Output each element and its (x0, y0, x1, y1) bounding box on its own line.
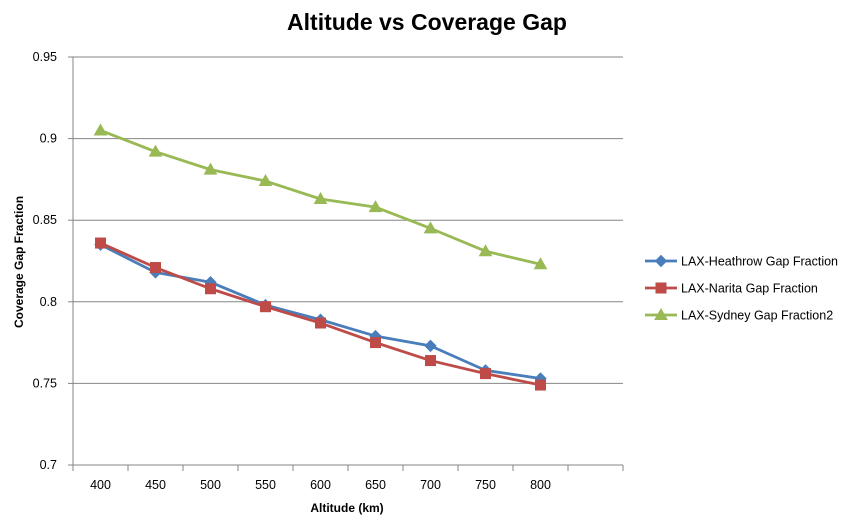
data-point-square (205, 283, 216, 295)
y-tick-label: 0.75 (33, 376, 57, 390)
data-point-square (260, 301, 271, 313)
data-point-triangle (148, 144, 163, 157)
series-line (99, 243, 542, 380)
x-tick-label: 500 (200, 478, 221, 492)
x-tick-label: 700 (420, 478, 441, 492)
data-point-triangle (478, 244, 493, 257)
x-tick-label: 400 (90, 478, 111, 492)
y-tick-label: 0.85 (33, 213, 57, 227)
data-point-square (425, 355, 436, 367)
y-tick-label: 0.8 (40, 295, 57, 309)
data-point-triangle (423, 221, 438, 234)
legend-marker-square (655, 282, 667, 294)
legend-label: LAX-Sydney Gap Fraction2 (681, 309, 833, 323)
data-point-triangle (93, 123, 108, 136)
legend-marker-diamond (654, 254, 668, 268)
x-tick-label: 750 (475, 478, 496, 492)
series-1 (94, 238, 547, 385)
data-point-triangle (313, 191, 328, 204)
x-tick-label: 450 (145, 478, 166, 492)
x-tick-label: 550 (255, 478, 276, 492)
data-point-triangle (368, 200, 383, 213)
data-point-square (480, 368, 491, 380)
legend-item-3: LAX-Sydney Gap Fraction2 (645, 307, 833, 323)
series-2 (95, 237, 546, 391)
legend-marker-triangle (654, 307, 668, 320)
data-point-square (315, 317, 326, 329)
legend-item-2: LAX-Narita Gap Fraction (645, 282, 818, 296)
y-tick-label: 0.9 (40, 132, 57, 146)
data-point-diamond (424, 339, 437, 353)
x-tick-label: 600 (310, 478, 331, 492)
y-tick-label: 0.95 (33, 50, 57, 64)
x-tick-label: 650 (365, 478, 386, 492)
legend-label: LAX-Heathrow Gap Fraction (681, 255, 838, 269)
x-axis-title: Altitude (km) (310, 501, 383, 515)
legend: LAX-Heathrow Gap Fraction LAX-Narita Gap … (645, 255, 838, 323)
legend-item-1: LAX-Heathrow Gap Fraction (645, 255, 838, 269)
series-group (93, 123, 548, 391)
data-point-square (535, 379, 546, 391)
data-point-square (150, 262, 161, 274)
data-point-square (370, 337, 381, 349)
data-point-triangle (533, 257, 548, 270)
data-point-triangle (258, 174, 273, 187)
x-tick-label: 800 (530, 478, 551, 492)
series-3 (93, 123, 548, 270)
chart-title: Altitude vs Coverage Gap (287, 9, 567, 35)
y-axis-title: Coverage Gap Fraction (12, 196, 26, 328)
gridlines (73, 56, 623, 384)
data-point-triangle (203, 162, 218, 175)
y-tick-label: 0.7 (40, 458, 57, 472)
legend-label: LAX-Narita Gap Fraction (681, 282, 818, 296)
data-point-square (95, 237, 106, 249)
axes: 0.7 0.75 0.8 0.85 0.9 0.95 400 450 500 550 600 650 7… (33, 50, 624, 492)
